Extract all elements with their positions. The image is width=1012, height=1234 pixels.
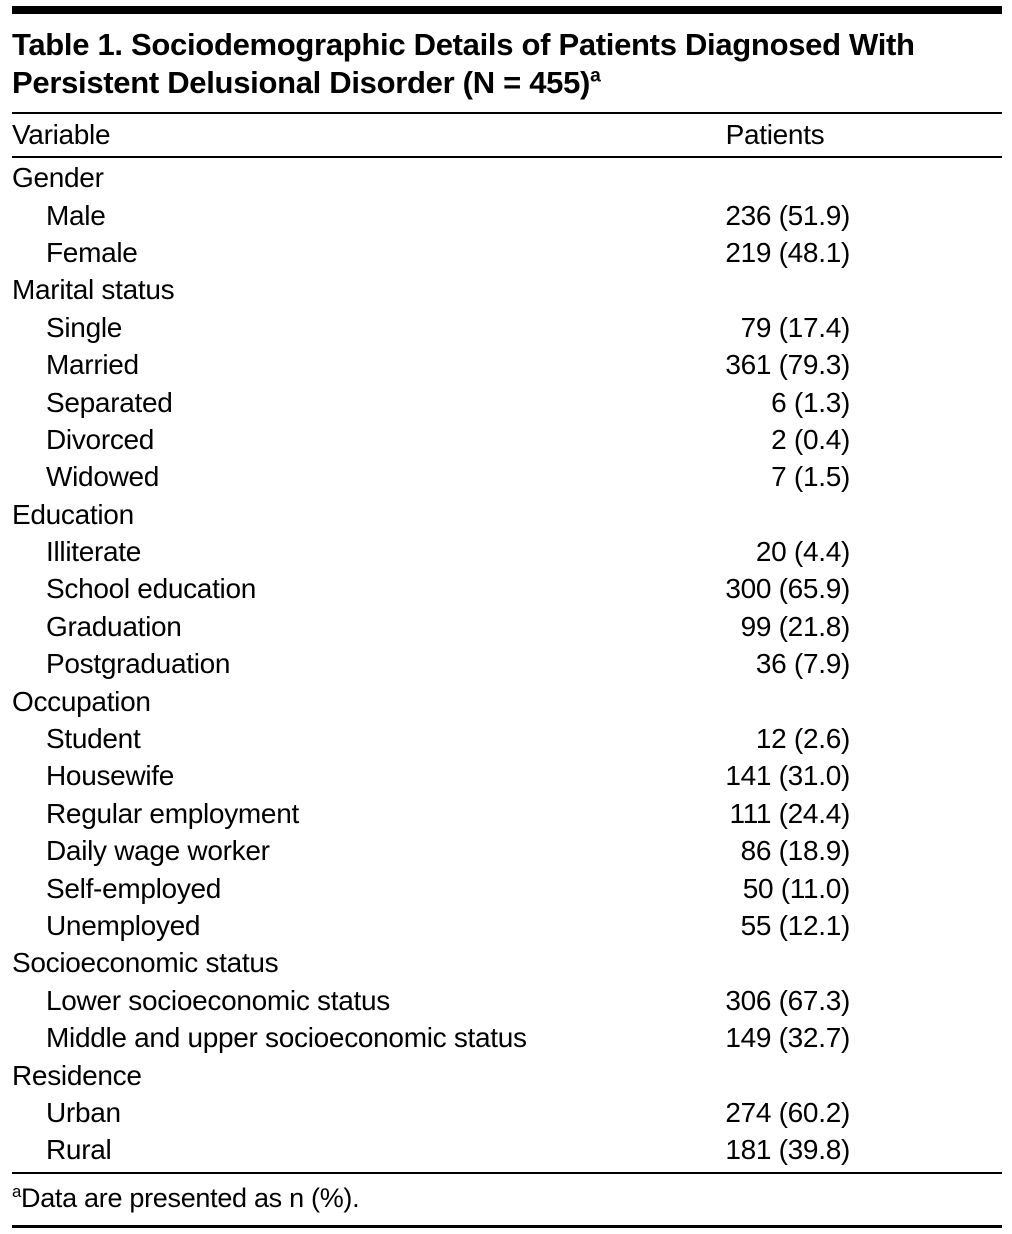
section-row-occupation: Occupation [12,683,1002,720]
row-label: Regular employment [46,797,299,829]
row-label: School education [46,573,257,605]
row-male: Male 236 (51.9) [12,197,1002,234]
section-row-gender: Gender [12,160,1002,197]
row-self-employed: Self-employed 50 (11.0) [12,870,1002,907]
row-illiterate: Illiterate 20 (4.4) [12,533,1002,570]
row-label: Student [46,723,141,755]
section-row-residence: Residence [12,1057,1002,1094]
row-value: 2 (0.4) [771,423,850,455]
section-label: Socioeconomic status [12,947,279,979]
row-value: 79 (17.4) [740,311,851,343]
row-value: 274 (60.2) [725,1096,850,1128]
row-value: 300 (65.9) [725,573,850,605]
bottom-rule [12,1225,1002,1229]
row-label: Urban [46,1096,121,1128]
row-label: Illiterate [46,536,142,568]
row-lower-socioeconomic-status: Lower socioeconomic status 306 (67.3) [12,982,1002,1019]
row-value: 111 (24.4) [729,797,851,829]
row-value: 6 (1.3) [771,386,850,418]
table-body: Gender Male 236 (51.9) Female 219 (48.1)… [12,158,1002,1173]
row-value: 55 (12.1) [740,910,851,941]
row-label: Female [46,236,138,268]
row-married: Married 361 (79.3) [12,346,1002,383]
title-divider [12,112,1002,114]
row-value: 149 (32.7) [725,1022,850,1054]
footnote-divider [12,1172,1002,1175]
row-value: 86 (18.9) [740,835,851,867]
row-value: 36 (7.9) [755,648,850,680]
section-label: Residence [12,1059,142,1091]
header-divider [12,156,1002,158]
row-value: 236 (51.9) [725,199,850,231]
row-value: 50 (11.0) [742,872,851,904]
row-value: 361 (79.3) [725,349,850,381]
row-label: Divorced [46,423,155,455]
row-postgraduation: Postgraduation 36 (7.9) [12,646,1002,683]
top-rule [12,6,1002,14]
row-value: 181 (39.8) [725,1134,850,1166]
row-label: Unemployed [46,910,201,941]
row-unemployed: Unemployed 55 (12.1) [12,907,1002,944]
table-header-row: Variable Patients [12,114,1002,156]
row-single: Single 79 (17.4) [12,309,1002,346]
row-label: Daily wage worker [46,835,270,867]
row-middle-upper-socioeconomic-status: Middle and upper socioeconomic status 14… [12,1019,1002,1056]
row-separated: Separated 6 (1.3) [12,384,1002,421]
section-label: Gender [12,162,104,194]
table-title: Table 1. Sociodemographic Details of Pat… [12,26,1002,102]
row-value: 306 (67.3) [725,984,850,1016]
row-label: Housewife [46,760,175,792]
table-title-text: Table 1. Sociodemographic Details of Pat… [12,27,915,100]
section-label: Marital status [12,274,175,306]
row-value: 99 (21.8) [740,610,851,642]
row-label: Married [46,349,139,381]
row-label: Postgraduation [46,648,231,680]
row-divorced: Divorced 2 (0.4) [12,421,1002,458]
row-value: 20 (4.4) [755,536,850,568]
row-label: Lower socioeconomic status [46,984,390,1016]
column-header-variable: Variable [12,119,111,150]
section-label: Education [12,498,134,530]
row-value: 12 (2.6) [755,723,850,755]
row-label: Single [46,311,123,343]
row-label: Self-employed [46,872,222,904]
section-row-education: Education [12,496,1002,533]
row-daily-wage-worker: Daily wage worker 86 (18.9) [12,833,1002,870]
row-label: Graduation [46,610,182,642]
row-value: 141 (31.0) [725,760,850,792]
row-graduation: Graduation 99 (21.8) [12,608,1002,645]
row-school-education: School education 300 (65.9) [12,571,1002,608]
row-housewife: Housewife 141 (31.0) [12,758,1002,795]
row-rural: Rural 181 (39.8) [12,1132,1002,1169]
row-label: Separated [46,386,173,418]
row-female: Female 219 (48.1) [12,234,1002,271]
row-label: Middle and upper socioeconomic status [46,1022,527,1054]
column-header-patients: Patients [725,119,825,150]
row-widowed: Widowed 7 (1.5) [12,459,1002,496]
footnote-superscript: a [12,1182,22,1202]
section-label: Occupation [12,685,151,717]
row-label: Widowed [46,461,160,493]
row-regular-employment: Regular employment 111 (24.4) [12,795,1002,832]
row-value: 7 (1.5) [771,461,850,493]
section-row-marital-status: Marital status [12,272,1002,309]
table-footnote: aData are presented as n (%). [12,1174,1002,1225]
section-row-socioeconomic-status: Socioeconomic status [12,945,1002,982]
row-student: Student 12 (2.6) [12,720,1002,757]
row-label: Male [46,199,106,231]
row-label: Rural [46,1134,112,1166]
table-title-superscript: a [590,65,601,87]
footnote-text: Data are presented as n (%). [21,1183,360,1214]
row-value: 219 (48.1) [725,236,850,268]
row-urban: Urban 274 (60.2) [12,1094,1002,1131]
